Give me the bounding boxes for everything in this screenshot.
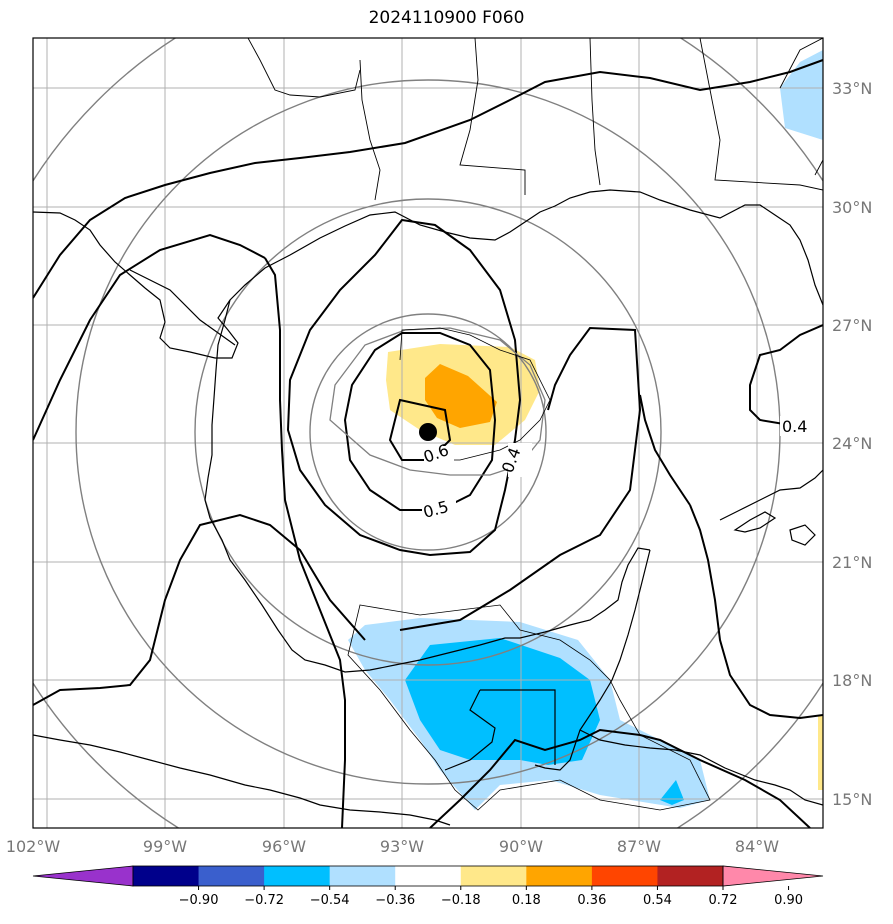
country-borders — [129, 269, 556, 771]
secondary-contours — [329, 327, 546, 476]
storm-center-marker — [419, 423, 437, 441]
colorbar-segment — [526, 866, 593, 886]
state-borders — [247, 38, 823, 201]
colorbar-extend-high — [722, 865, 824, 887]
lat-tick-label: 30°N — [832, 198, 872, 217]
contour-lines — [33, 59, 823, 828]
lat-tick-label: 21°N — [832, 553, 872, 572]
colorbar-tick-label: 0.54 — [643, 893, 672, 908]
colorbar-border — [132, 865, 724, 887]
colorbar-segment — [198, 866, 265, 886]
lon-tick-label: 84°W — [735, 837, 779, 856]
colorbar-tick-label: 0.90 — [774, 893, 803, 908]
lon-tick-label: 99°W — [143, 837, 187, 856]
map-title: 2024110900 F060 — [368, 8, 525, 28]
lon-tick-label: 96°W — [262, 837, 306, 856]
lat-tick-label: 27°N — [832, 316, 872, 335]
latitude-axis: 33°N 30°N 27°N 24°N 21°N 18°N 15°N — [832, 79, 872, 809]
lon-tick-label: 87°W — [617, 837, 661, 856]
colorbar-tick-label: 0.72 — [709, 893, 738, 908]
colorbar-extend-low — [32, 865, 134, 887]
negative-anomaly-fill — [348, 618, 710, 810]
colorbar-segment — [395, 866, 462, 886]
region-outlines — [347, 327, 711, 811]
colorbar-segment — [591, 866, 658, 886]
longitude-axis: 102°W 99°W 96°W 93°W 90°W 87°W 84°W — [6, 837, 779, 856]
colorbar-segment — [264, 866, 331, 886]
colorbar-segment — [657, 866, 724, 886]
lat-tick-label: 24°N — [832, 434, 872, 453]
contour-label: 0.4 — [782, 417, 807, 436]
lon-tick-label: 90°W — [499, 837, 543, 856]
lat-tick-label: 33°N — [832, 79, 872, 98]
colorbar-tick-label: −0.54 — [310, 893, 350, 908]
colorbar-segment — [133, 866, 200, 886]
lat-tick-label: 15°N — [832, 790, 872, 809]
colorbar-tick-label: −0.18 — [441, 893, 481, 908]
colorbar-tick-label: −0.90 — [179, 893, 219, 908]
colorbar-segment — [329, 866, 396, 886]
positive-anomaly-fill — [386, 50, 823, 790]
lat-tick-label: 18°N — [832, 671, 872, 690]
coastlines — [33, 189, 823, 826]
colorbar-tick-label: 0.36 — [577, 893, 606, 908]
map-frame — [32, 37, 824, 829]
colorbar-tick-label: −0.72 — [244, 893, 284, 908]
lon-tick-label: 93°W — [380, 837, 424, 856]
colorbar-segment — [460, 866, 527, 886]
colorbar-tick-label: −0.36 — [375, 893, 415, 908]
lon-tick-label: 102°W — [6, 837, 61, 856]
colorbar: −0.90 −0.72 −0.54 −0.36 −0.18 0.18 0.36 0.54 0.7… — [32, 865, 824, 908]
colorbar-tick-label: 0.18 — [512, 893, 541, 908]
